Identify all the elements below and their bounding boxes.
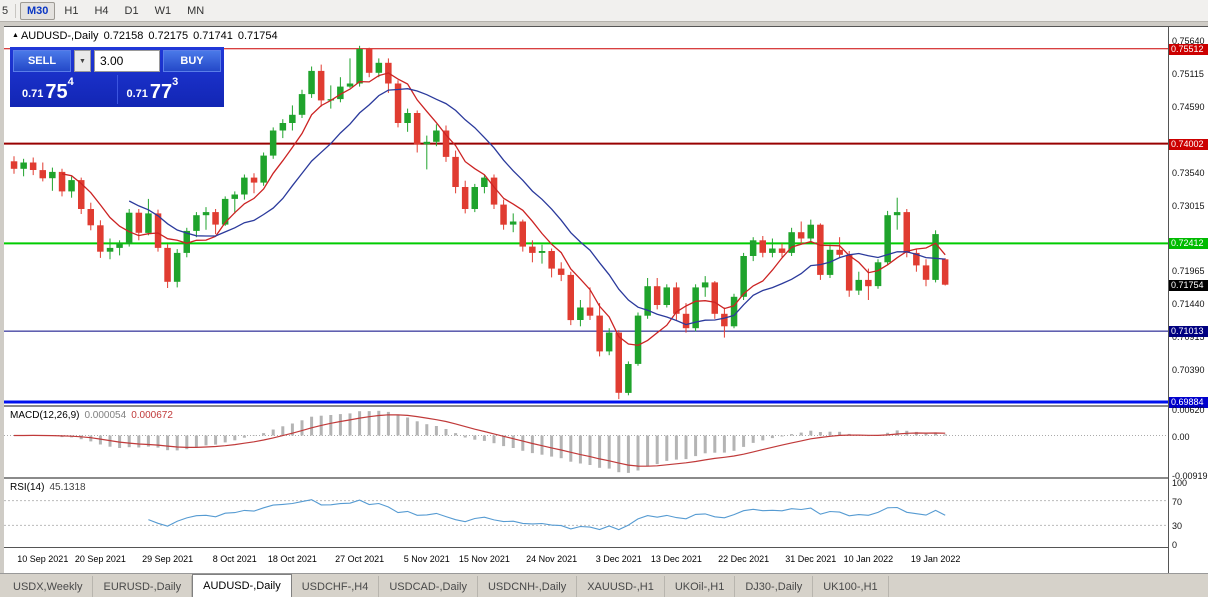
price-badge: 0.72412 xyxy=(1169,238,1208,249)
price-tick-label: 0.70390 xyxy=(1172,365,1205,375)
date-label: 5 Nov 2021 xyxy=(403,554,450,564)
price-tick-label: 0.70915 xyxy=(1172,332,1205,342)
timeframe-button-h4[interactable]: H4 xyxy=(94,4,109,17)
rsi-value: 45.1318 xyxy=(49,482,86,493)
price-badge: 0.75512 xyxy=(1169,44,1208,55)
volume-input[interactable] xyxy=(94,50,160,72)
sell-button[interactable]: SELL xyxy=(13,50,71,72)
chart-tab-xauusd-h1[interactable]: XAUUSD-,H1 xyxy=(577,576,665,597)
chart-tab-usdcnh-daily[interactable]: USDCNH-,Daily xyxy=(478,576,578,597)
price-tick-label: 0.74590 xyxy=(1172,102,1205,112)
rsi-axis-label: 30 xyxy=(1172,521,1183,531)
timeframe-button-mn[interactable]: MN xyxy=(187,4,205,17)
date-label: 3 Dec 2021 xyxy=(595,554,642,564)
chart-tabs: USDX,Weekly EURUSD-,Daily AUDUSD-,Daily USD… xyxy=(0,573,1208,597)
date-label: 10 Sep 2021 xyxy=(17,554,69,564)
price-badge: 0.74002 xyxy=(1169,139,1208,150)
main-chart-panel[interactable]: ▲ AUDUSD-,Daily 0.72158 0.72175 0.71741 0.717… xyxy=(4,26,1168,405)
macd-value-signal: 0.000672 xyxy=(131,410,173,421)
chart-tab-usdx-weekly[interactable]: USDX,Weekly xyxy=(3,576,94,597)
rsi-axis-label: 0 xyxy=(1172,540,1178,550)
timeframe-toolbar: 5 M30 H1 H4 D1 W1 MN xyxy=(0,0,1208,22)
ohlc-high: 0.72175 xyxy=(148,30,189,42)
chart-tab-audusd-daily[interactable]: AUDUSD-,Daily xyxy=(192,574,292,597)
rsi-panel: RSI(14) 45.1318 xyxy=(4,477,1168,547)
macd-axis-label: -0.00919 xyxy=(1172,471,1208,481)
rsi-axis-label: 100 xyxy=(1172,478,1188,488)
buy-button[interactable]: BUY xyxy=(163,50,221,72)
timeframe-button-w1[interactable]: W1 xyxy=(154,4,172,17)
price-axis[interactable]: 0.75640 0.75115 0.74590 0.73540 0.73015 0.719… xyxy=(1168,26,1208,573)
date-label: 15 Nov 2021 xyxy=(458,554,510,564)
date-label: 13 Dec 2021 xyxy=(650,554,702,564)
date-label: 19 Jan 2022 xyxy=(910,554,961,564)
buy-price-big: 77 xyxy=(149,81,173,103)
rsi-chart xyxy=(4,499,1168,531)
timeframe-button-m30[interactable]: M30 xyxy=(20,1,56,20)
toolbar-separator xyxy=(15,3,16,18)
chart-tab-eurusd-daily[interactable]: EURUSD-,Daily xyxy=(93,576,193,597)
price-tick-label: 0.75640 xyxy=(1172,36,1205,46)
one-click-trade-panel: SELL ▼ BUY 0.71 75 4 0.71 77 3 xyxy=(10,47,224,107)
macd-panel: MACD(12,26,9) 0.000054 0.000672 xyxy=(4,405,1168,477)
ohlc-low: 0.71741 xyxy=(193,30,233,42)
rsi-name: RSI(14) xyxy=(10,482,45,493)
date-label: 31 Dec 2021 xyxy=(785,554,837,564)
rsi-axis-label: 70 xyxy=(1172,497,1183,507)
price-tick-label: 0.75115 xyxy=(1172,69,1204,79)
macd-value-main: 0.000054 xyxy=(84,410,127,421)
timeframe-buttons: M30 H1 H4 D1 W1 MN xyxy=(20,1,211,20)
sell-price-big: 75 xyxy=(45,81,68,103)
candlestick-chart xyxy=(4,45,1168,404)
date-label: 24 Nov 2021 xyxy=(526,554,578,564)
date-label: 27 Oct 2021 xyxy=(335,554,385,564)
macd-axis-label: 0.00 xyxy=(1172,432,1190,442)
time-axis[interactable]: 10 Sep 2021 20 Sep 2021 29 Sep 2021 8 Oct 2… xyxy=(4,547,1168,573)
price-tick-label: 0.71440 xyxy=(1172,299,1205,309)
price-badge: 0.71013 xyxy=(1169,326,1208,337)
chart-tab-dj30-daily[interactable]: DJ30-,Daily xyxy=(735,576,814,597)
macd-chart xyxy=(4,410,1168,473)
chevron-down-icon: ▼ xyxy=(79,57,86,65)
ohlc-close: 0.71754 xyxy=(237,30,278,42)
timeframe-button-h1[interactable]: H1 xyxy=(64,4,79,17)
volume-dropdown[interactable]: ▼ xyxy=(74,50,91,72)
sell-price-sup: 4 xyxy=(67,76,74,88)
ohlc-open: 0.72158 xyxy=(103,30,144,42)
macd-label: MACD(12,26,9) 0.000054 0.000672 xyxy=(10,410,173,421)
chart-icon: ▲ xyxy=(12,32,19,39)
price-badge: 0.69884 xyxy=(1169,397,1208,408)
chart-title: ▲ AUDUSD-,Daily 0.72158 0.72175 0.71741 0.717… xyxy=(12,30,278,42)
date-label: 8 Oct 2021 xyxy=(212,554,257,564)
date-label: 10 Jan 2022 xyxy=(843,554,894,564)
chart-tab-ukoil-h1[interactable]: UKOil-,H1 xyxy=(665,576,736,597)
timeframe-button-partial[interactable]: 5 xyxy=(2,4,9,17)
rsi-label: RSI(14) 45.1318 xyxy=(10,482,86,493)
date-label: 22 Dec 2021 xyxy=(718,554,770,564)
sell-price: 0.71 75 4 xyxy=(13,75,117,104)
macd-axis-label: 0.00620 xyxy=(1172,405,1205,415)
timeframe-button-d1[interactable]: D1 xyxy=(124,4,139,17)
date-label: 20 Sep 2021 xyxy=(74,554,126,564)
date-label: 29 Sep 2021 xyxy=(142,554,194,564)
chart-tab-usdchf-h4[interactable]: USDCHF-,H4 xyxy=(292,576,380,597)
macd-name: MACD(12,26,9) xyxy=(10,410,80,421)
date-label: 18 Oct 2021 xyxy=(267,554,317,564)
price-tick-label: 0.71965 xyxy=(1172,266,1205,276)
buy-price: 0.71 77 3 xyxy=(116,75,222,104)
chart-tab-usdcad-daily[interactable]: USDCAD-,Daily xyxy=(379,576,478,597)
sell-price-main: 0.71 xyxy=(22,88,44,100)
buy-price-main: 0.71 xyxy=(126,88,148,100)
price-badge: 0.71754 xyxy=(1169,280,1208,291)
price-tick-label: 0.73015 xyxy=(1172,201,1205,211)
chart-symbol: AUDUSD-,Daily xyxy=(20,30,99,42)
buy-price-sup: 3 xyxy=(172,76,179,88)
price-tick-label: 0.73540 xyxy=(1172,168,1205,178)
chart-tab-uk100-h1[interactable]: UK100-,H1 xyxy=(813,576,889,597)
